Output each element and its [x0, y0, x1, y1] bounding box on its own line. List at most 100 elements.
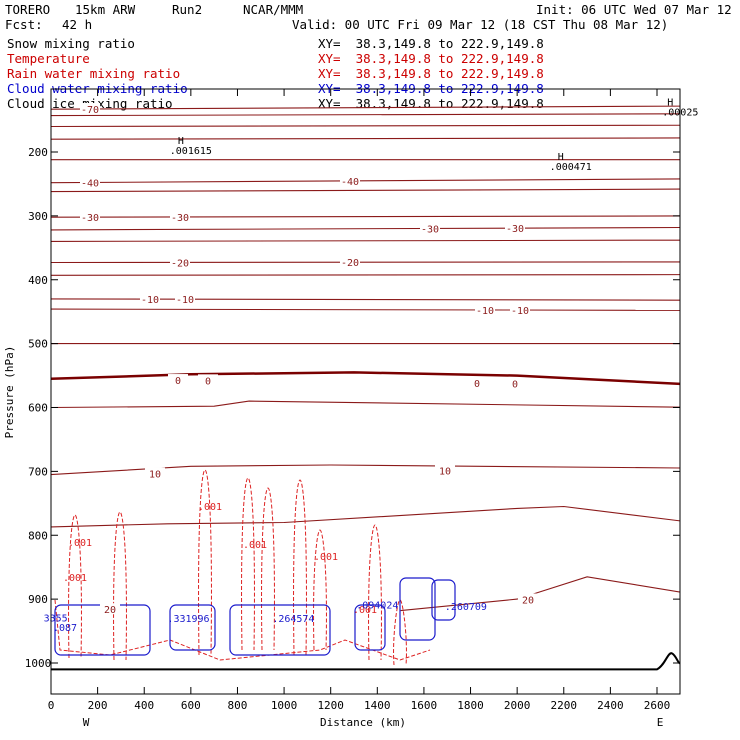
temperature-contour-label: -70 — [81, 105, 99, 116]
east-label: E — [657, 716, 664, 729]
temperature-contour — [51, 137, 680, 140]
model-name: TORERO — [5, 2, 51, 17]
temperature-contour-label: -20 — [341, 258, 359, 269]
cloud-water-max-label: .087 — [53, 623, 77, 634]
x-tick-label: 0 — [48, 699, 55, 712]
x-axis-label: Distance (km) — [320, 716, 406, 729]
contour-label-bg — [420, 222, 440, 234]
rain-water-label: .001 — [198, 502, 222, 513]
rain-water-contour — [198, 469, 212, 656]
rain-water-label: .001 — [353, 605, 377, 616]
cloud-water-contour — [169, 604, 216, 651]
rain-water-contour — [393, 599, 407, 666]
temperature-contour-label: 0 — [474, 379, 480, 390]
contour-label-bg — [340, 174, 360, 186]
temperature-contour-label: -10 — [476, 306, 494, 317]
temperature-contour — [51, 308, 680, 311]
temperature-contour — [51, 505, 680, 528]
cloud-water-max-label: .260709 — [445, 602, 487, 613]
cloud-water-max-label: .264574 — [272, 614, 314, 625]
plot-frame — [50, 88, 681, 695]
x-tick-label: 1400 — [364, 699, 391, 712]
temperature-contour — [51, 215, 680, 218]
cloud-water-max-label: .331996 — [167, 614, 209, 625]
contour-label-bg — [505, 377, 525, 389]
snow-max-label: .001615 — [170, 146, 212, 157]
rain-water-contour — [261, 487, 275, 651]
temperature-contour — [51, 188, 680, 193]
cloud-water-contour — [399, 577, 436, 641]
contour-label-bg — [435, 464, 455, 476]
temperature-contour — [51, 105, 680, 110]
temperature-contour — [51, 464, 680, 476]
y-tick-label: 600 — [28, 402, 48, 415]
temperature-contour — [51, 178, 680, 184]
x-tick-label: 1200 — [317, 699, 344, 712]
temperature-contour-label: 20 — [522, 595, 534, 606]
rain-water-label: .001 — [243, 540, 267, 551]
temperature-contour-label: -10 — [141, 295, 159, 306]
contour-label-bg — [80, 176, 100, 188]
rain-water-contour — [68, 514, 82, 659]
init-time: Init: 06 UTC Wed 07 Mar 12 — [536, 2, 732, 17]
snow-max-label: .000471 — [550, 162, 592, 173]
temperature-contour — [51, 371, 680, 386]
temperature-contour — [51, 239, 680, 242]
cloud-water-max-label: 3355 — [44, 613, 68, 624]
forecast-hour: 42 h — [62, 17, 93, 32]
forecast-label: Fcst: — [5, 17, 43, 32]
x-tick-label: 2600 — [644, 699, 671, 712]
rain-water-contour — [293, 479, 307, 656]
temperature-contour-label: 0 — [205, 376, 211, 387]
temperature-contour-label: 20 — [104, 605, 116, 616]
y-tick-label: 300 — [28, 210, 48, 223]
temperature-contour-label: -10 — [176, 295, 194, 306]
contour-label-bg — [170, 210, 190, 222]
temperature-contour — [51, 113, 680, 117]
cloud-water-contour — [354, 604, 386, 651]
contour-label-bg — [140, 293, 160, 305]
field-temperature-name: Temperature — [7, 51, 90, 66]
contour-label-bg — [467, 377, 487, 389]
temperature-contour — [51, 124, 680, 128]
contour-label-bg — [510, 304, 530, 316]
temperature-contour — [51, 261, 680, 264]
west-label: W — [83, 716, 90, 729]
temperature-contour-label: -30 — [171, 213, 189, 224]
temperature-contour-label: 10 — [149, 470, 161, 481]
run-name: Run2 — [172, 2, 203, 17]
rain-water-label: .001 — [63, 573, 87, 584]
cloud-water-contour — [229, 604, 331, 656]
temperature-contour-label: -40 — [341, 177, 359, 188]
y-tick-label: 700 — [28, 465, 48, 478]
contour-label-bg — [340, 256, 360, 268]
contour-label-bg — [170, 256, 190, 268]
contour-label-bg — [175, 293, 195, 305]
contour-label-bg — [505, 222, 525, 234]
field-rain-xy: XY= 38.3,149.8 to 222.9,149.8 — [318, 66, 544, 81]
rain-water-contour — [54, 599, 431, 661]
rain-water-contour — [113, 511, 127, 661]
contour-label-bg — [100, 603, 120, 615]
y-tick-label: 500 — [28, 338, 48, 351]
y-axis-label: Pressure (hPa) — [3, 346, 16, 439]
x-tick-label: 800 — [228, 699, 248, 712]
temperature-contour-label: -20 — [171, 258, 189, 269]
snow-max-marker: H — [558, 152, 564, 163]
x-tick-label: 2400 — [597, 699, 624, 712]
cloud-water-contour — [431, 579, 456, 621]
field-cloud-ice-name: Cloud ice mixing ratio — [7, 96, 173, 111]
contour-label-bg — [80, 103, 100, 115]
cloud-water-max-label: .094024 — [356, 601, 398, 612]
rain-water-contour — [241, 477, 255, 651]
x-tick-label: 1600 — [411, 699, 438, 712]
temperature-contour-label: 0 — [175, 376, 181, 387]
snow-max-marker: H — [178, 136, 184, 147]
rain-water-label: .001 — [68, 538, 92, 549]
rain-water-label: .001 — [314, 552, 338, 563]
contour-label-bg — [145, 467, 165, 479]
contour-label-bg — [518, 593, 538, 605]
temperature-contour-label: -30 — [506, 224, 524, 235]
snow-max-marker: H — [667, 98, 673, 109]
